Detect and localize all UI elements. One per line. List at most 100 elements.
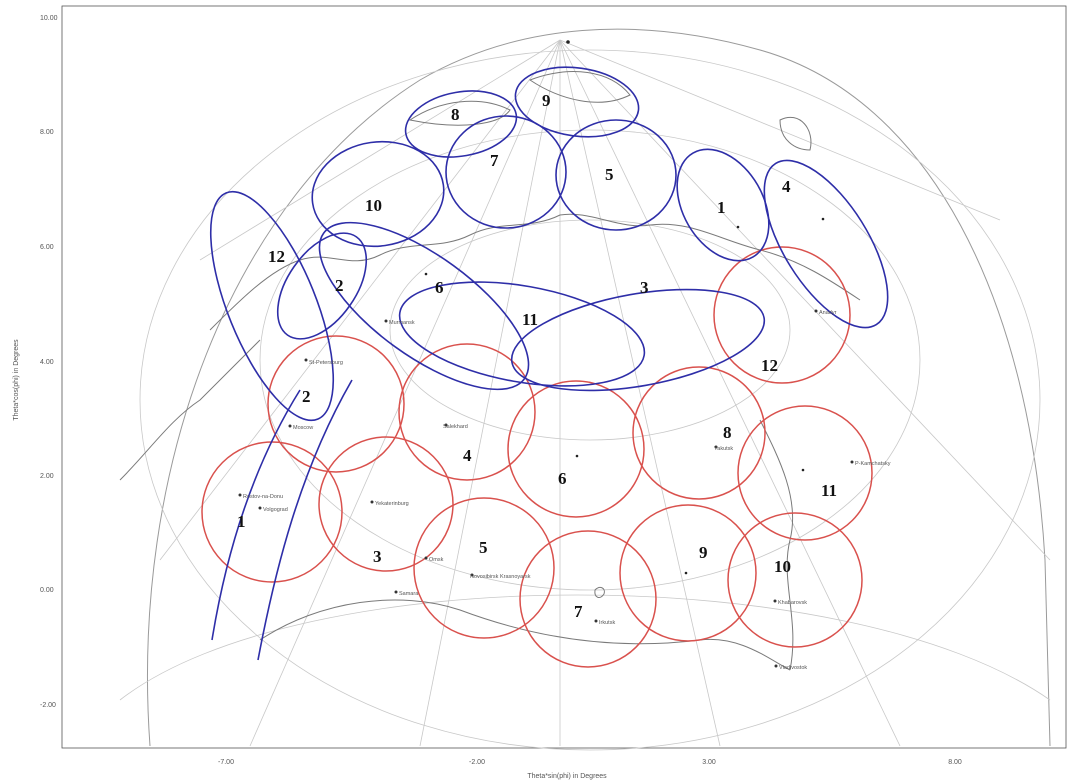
red-beam-2	[267, 335, 405, 473]
red-beam-11	[737, 405, 873, 541]
red-beam-label: 10	[774, 557, 791, 576]
southern-border	[259, 599, 791, 671]
red-beam-label: 9	[699, 543, 708, 562]
x-axis-label: Theta*sin(phi) in Degrees	[527, 773, 607, 780]
blue-beam-label: 11	[522, 310, 538, 329]
city-labels: St-Petersburg Moscow Rostov-na-Donu Volg…	[243, 310, 891, 671]
city-marker	[814, 309, 818, 313]
y-tick-label: 6.00	[40, 244, 54, 251]
red-beam-3	[318, 436, 454, 572]
red-beam-label: 12	[761, 356, 778, 375]
lake-outline	[594, 586, 605, 598]
city-marker	[394, 590, 398, 594]
city-marker	[850, 460, 854, 464]
beam-center-marker	[566, 40, 570, 44]
city-marker	[370, 500, 374, 504]
red-beam-label: 3	[373, 547, 382, 566]
y-tick-label: 10.00	[40, 15, 58, 22]
meridian-line	[199, 39, 561, 261]
plot-frame	[61, 5, 1067, 749]
blue-beam-8	[404, 90, 518, 158]
city-marker	[288, 424, 292, 428]
blue-beam-10	[311, 140, 445, 248]
red-beam-label: 5	[479, 538, 488, 557]
blue-beam-labels: 8 9 7 5 10 1 4 12 2 6 11 3	[268, 91, 791, 329]
city-label: St-Petersburg	[309, 360, 343, 366]
city-label: Yakutsk	[714, 446, 733, 452]
blue-beam-7	[445, 115, 567, 229]
blue-beam-4	[763, 159, 889, 329]
meridian-line	[559, 39, 721, 747]
blue-beam-label: 3	[640, 278, 649, 297]
y-axis-label: Theta*cos(phi) in Degrees	[13, 339, 20, 421]
city-marker	[470, 573, 474, 577]
y-tick-label: 0.00	[40, 587, 54, 594]
blue-beam-label: 2	[335, 276, 344, 295]
city-label: Yekaterinburg	[375, 501, 409, 507]
city-label: Vladivostok	[779, 665, 807, 671]
city-label: Novosibirsk Krasnoyarsk	[470, 574, 531, 580]
city-marker	[714, 445, 718, 449]
red-beam-6	[507, 380, 645, 518]
meridian-line	[419, 39, 561, 747]
red-beam-group	[201, 246, 873, 668]
city-label: Volgograd	[263, 507, 288, 513]
y-tick-label: -2.00	[40, 702, 56, 709]
meridian-line	[159, 39, 561, 561]
earth-limb	[147, 28, 1051, 747]
blue-beam-label: 6	[435, 278, 444, 297]
blue-beam-label: 1	[717, 198, 726, 217]
blue-beam-label: 4	[782, 177, 791, 196]
red-beam-label: 2	[302, 387, 311, 406]
blue-beam-extension	[257, 379, 353, 661]
city-marker	[384, 319, 388, 323]
city-label: Moscow	[293, 425, 313, 431]
red-beam-label: 6	[558, 469, 567, 488]
blue-beam-label: 5	[605, 165, 614, 184]
x-tick-label: 8.00	[948, 759, 962, 766]
beam-center-markers	[424, 40, 825, 575]
graticule	[119, 28, 1051, 751]
city-marker	[304, 358, 308, 362]
city-label: Irkutsk	[599, 620, 615, 626]
red-beam-label: 11	[821, 481, 837, 500]
blue-beam-1	[676, 148, 770, 262]
pacific-coastline	[759, 419, 794, 671]
red-beam-label: 4	[463, 446, 472, 465]
city-markers	[238, 309, 854, 668]
blue-beam-extension	[211, 389, 301, 641]
latitude-line	[119, 594, 1051, 701]
island-outline	[408, 100, 511, 126]
blue-beam-label: 10	[365, 196, 382, 215]
blue-beam-3	[510, 288, 766, 392]
latitude-line	[389, 219, 791, 441]
city-marker	[594, 619, 598, 623]
beam-center-marker	[684, 571, 688, 575]
beam-center-marker	[801, 468, 805, 472]
y-axis-ticks: 10.00 8.00 6.00 4.00 2.00 0.00 -2.00	[40, 15, 58, 709]
city-marker	[773, 599, 777, 603]
blue-beam-label: 9	[542, 91, 551, 110]
beam-center-marker	[424, 272, 428, 276]
blue-beam-6	[318, 221, 530, 391]
city-label: Khabarovsk	[778, 600, 807, 606]
city-label: P-Kamchatsky	[855, 461, 891, 467]
red-beam-label: 7	[574, 602, 583, 621]
blue-beam-group	[209, 66, 889, 661]
red-beam-9	[619, 504, 757, 642]
red-beam-labels: 12 2 4 6 8 11 1 3 5 7 9 10	[237, 356, 837, 621]
blue-beam-label: 12	[268, 247, 285, 266]
red-beam-label: 1	[237, 512, 246, 531]
red-beam-10	[727, 512, 863, 648]
red-beam-4	[398, 343, 536, 481]
blue-beam-12	[209, 190, 335, 422]
arctic-coastline	[209, 213, 861, 331]
red-beam-5	[413, 497, 555, 639]
city-marker	[424, 556, 428, 560]
blue-beam-9	[514, 66, 640, 138]
coastlines	[119, 71, 861, 671]
meridian-line	[559, 39, 901, 747]
city-marker	[238, 493, 242, 497]
city-label: Salekhard	[443, 424, 468, 430]
